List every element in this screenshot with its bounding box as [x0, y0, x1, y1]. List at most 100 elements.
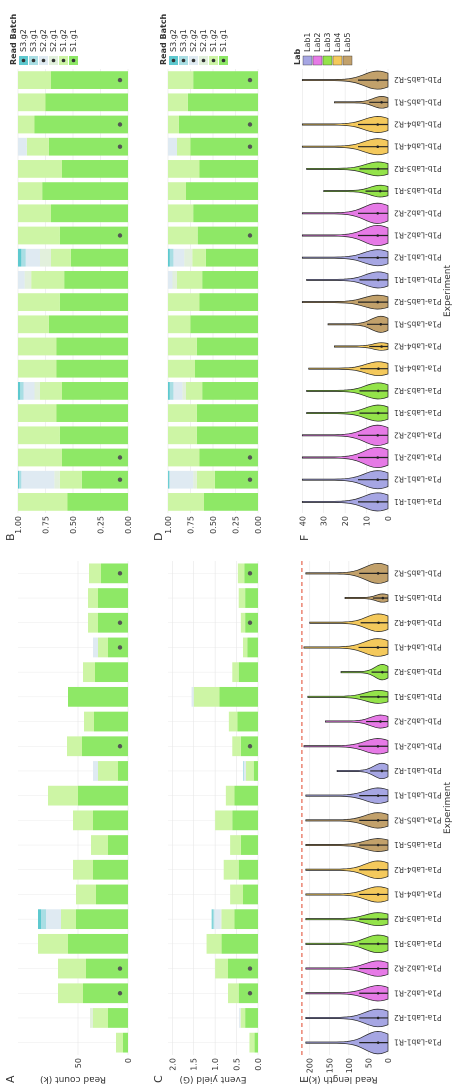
- bar-segment: [168, 160, 200, 178]
- violin-shape: [344, 593, 389, 603]
- bar-segment: [169, 248, 174, 267]
- legend-label: S2.g2: [39, 29, 48, 52]
- x-tick-label: P1a-Lab2-R2: [394, 964, 442, 973]
- bar-segment: [90, 1008, 93, 1028]
- y-axis-title: Read count (k): [40, 1074, 106, 1084]
- bar-segment: [18, 293, 60, 311]
- x-tick-label: P1b-Lab4-R1: [394, 142, 442, 151]
- marker-dot: [117, 477, 123, 482]
- bar-segment: [82, 736, 128, 757]
- bar-segment: [212, 909, 215, 930]
- bar-segment: [199, 293, 258, 311]
- bar-segment: [93, 761, 98, 781]
- read-batch-legend-middle: Read Batch S3.g2 S3.g1 S2.g2 S2.g1 S1.g2 S1.g1: [159, 13, 228, 65]
- bar-segment: [221, 933, 258, 954]
- bar-segment: [168, 470, 170, 489]
- marker-dot: [247, 571, 253, 576]
- marker-dot: [247, 477, 253, 482]
- legend-label: S1.g2: [209, 29, 218, 52]
- violin-shape: [323, 184, 389, 198]
- panel-letter-d: D: [152, 533, 165, 541]
- marker-dot: [247, 744, 253, 749]
- legend-title: Lab: [293, 49, 302, 65]
- legend-dot: [31, 58, 36, 63]
- bar-segment: [245, 1008, 258, 1028]
- bar-segment: [215, 958, 228, 979]
- bar-segment: [58, 958, 86, 979]
- x-tick-label: P1a-Lab3-R1: [394, 939, 442, 948]
- bar-segment: [88, 588, 98, 608]
- bar-segment: [18, 404, 57, 422]
- violin-median: [376, 1041, 380, 1044]
- legend-swatch: [302, 55, 313, 66]
- bar-segment: [98, 588, 128, 608]
- bar-segment: [23, 382, 35, 400]
- bar-segment: [240, 1008, 246, 1028]
- bar-segment: [38, 933, 68, 954]
- bar-segment: [83, 983, 128, 1004]
- bar-segment: [18, 182, 43, 200]
- violin-shape: [301, 446, 389, 469]
- x-tick-label: P1a-Lab2-R1: [394, 453, 442, 462]
- bar-segment: [205, 248, 259, 267]
- x-tick-label: P1b-Lab2-R1: [394, 741, 442, 750]
- bar-segment: [42, 182, 129, 200]
- violin-shape: [306, 271, 389, 289]
- x-tick-label: P1b-Lab3-R2: [394, 164, 442, 173]
- bar-segment: [196, 426, 259, 445]
- bar-segment: [238, 588, 246, 608]
- bar-segment: [78, 785, 128, 806]
- violin-shape: [301, 424, 389, 446]
- legend-label: Lab2: [313, 32, 322, 52]
- violin-shape: [305, 562, 389, 584]
- bar-segment: [18, 315, 49, 334]
- violin-shape: [334, 96, 389, 109]
- bar-segment: [18, 137, 27, 156]
- legend-swatch: [312, 55, 323, 66]
- y-tick-label: 0.75: [42, 516, 51, 534]
- legend-label: S1.g1: [69, 29, 78, 52]
- bar-segment: [243, 637, 248, 658]
- violin-median: [376, 1016, 380, 1020]
- violin-shape: [334, 342, 389, 351]
- legend-label: Lab1: [303, 32, 312, 52]
- bar-segment: [81, 470, 129, 489]
- legend-dot: [181, 58, 186, 63]
- marker-dot: [247, 991, 253, 996]
- y-tick-label: 0.25: [232, 516, 241, 534]
- bar-segment: [40, 248, 51, 267]
- violin-shape: [305, 985, 389, 1002]
- bar-segment: [228, 958, 258, 979]
- bar-segment: [18, 337, 57, 356]
- bar-segment: [168, 404, 197, 422]
- bar-segment: [234, 785, 259, 806]
- legend-dot: [51, 58, 56, 63]
- bar-segment: [62, 382, 128, 400]
- legend-dot: [71, 58, 76, 63]
- bar-segment: [18, 271, 25, 289]
- bar-segment: [59, 293, 128, 311]
- bar-segment: [56, 359, 128, 378]
- violin-median: [376, 234, 380, 237]
- violin-shape: [336, 762, 389, 780]
- bar-segment: [168, 271, 173, 289]
- x-tick-label: P1b-Lab4-R2: [394, 120, 442, 129]
- legend-label: S2.g1: [49, 29, 58, 52]
- x-tick-label: P1a-Lab5-R1: [394, 840, 442, 849]
- violin-shape: [303, 738, 389, 755]
- violin-median: [380, 769, 384, 773]
- bar-segment: [206, 933, 222, 954]
- violin-median: [376, 411, 380, 415]
- x-tick-label: P1a-Lab1-R2: [394, 475, 442, 484]
- violin-median: [379, 322, 383, 326]
- bar-segment: [61, 909, 76, 930]
- violin-median: [376, 78, 380, 82]
- bar-segment: [220, 909, 222, 930]
- x-axis-title: Experiment: [443, 782, 453, 834]
- bar-segment: [18, 426, 60, 445]
- bar-segment: [173, 248, 185, 267]
- x-tick-label: P1b-Lab4-R1: [394, 642, 442, 651]
- violin-median: [376, 646, 380, 649]
- panel-f-violin: 0 10 20 30 40 P1a-Lab1-R1 P1a-Lab1-R2 P1a-Lab2-…: [298, 69, 453, 526]
- legend-label: S3.g1: [29, 29, 38, 52]
